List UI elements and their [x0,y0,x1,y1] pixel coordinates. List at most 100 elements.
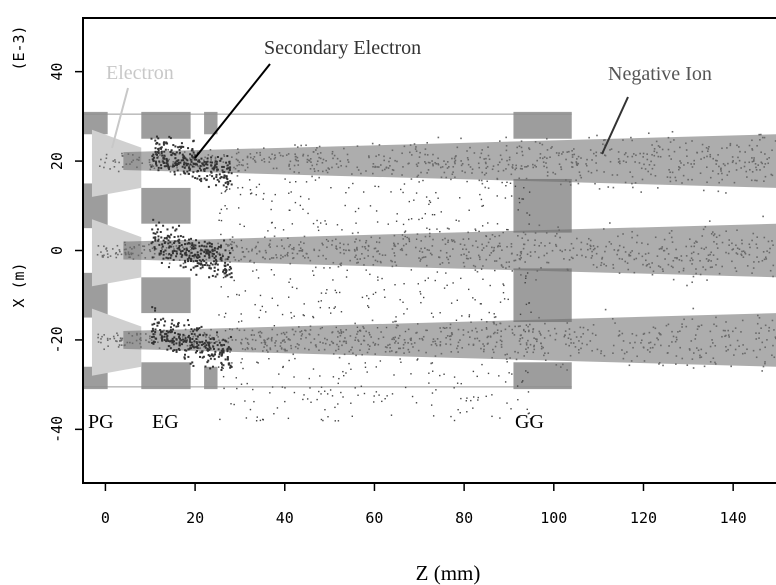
secondary-electron-particle [174,250,176,252]
ion-particle [180,174,182,176]
secondary-electron-particle [227,167,229,169]
eg-electrode [141,188,190,224]
secondary-electron-particle [193,340,195,342]
secondary-electron-particle [189,243,191,245]
secondary-electron-particle [207,157,209,159]
stray-particle [505,381,506,382]
stray-particle [466,400,467,401]
ion-particle [99,165,101,167]
secondary-electron-particle [186,340,188,342]
secondary-electron-particle [200,267,202,269]
stray-particle [277,305,278,306]
secondary-electron-particle [199,165,201,167]
stray-particle [239,294,240,295]
secondary-electron-particle [194,328,196,330]
ion-particle [118,346,120,348]
secondary-electron-particle [214,358,216,360]
stray-particle [428,277,429,278]
stray-particle [426,228,427,229]
secondary-electron-particle [215,262,217,264]
secondary-electron-particle [181,146,183,148]
stray-particle [403,313,404,314]
stray-particle [457,409,458,410]
stray-particle [451,302,452,303]
secondary-electron-particle [201,245,203,247]
ion-particle [494,316,496,318]
stray-particle [256,186,257,187]
stray-particle [519,198,520,199]
stray-particle [230,277,231,278]
stray-particle [260,420,261,421]
secondary-electron-particle [214,342,216,344]
stray-particle [240,362,241,363]
secondary-electron-particle [202,266,204,268]
gg-electrode [513,112,571,139]
stray-particle [221,220,222,221]
secondary-electron-particle [173,165,175,167]
stray-particle [250,189,251,190]
secondary-electron-particle [194,245,196,247]
ion-particle [284,178,286,180]
secondary-electron-particle [215,255,217,257]
secondary-electron-particle [195,352,197,354]
stray-particle [270,209,271,210]
secondary-electron-particle [178,337,180,339]
secondary-electron-particle [208,256,210,258]
stray-particle [303,314,304,315]
ion-particle [116,341,118,343]
ion-particle [447,228,449,230]
secondary-electron-particle [200,158,202,160]
secondary-electron-particle [222,169,224,171]
secondary-electron-particle [211,162,213,164]
stray-particle [318,391,319,392]
secondary-electron-particle [223,344,225,346]
stray-particle [428,373,429,374]
stray-particle [242,368,243,369]
stray-particle [249,179,250,180]
stray-particle [520,314,521,315]
stray-particle [352,416,353,417]
stray-particle [244,226,245,227]
secondary-electron-particle [184,167,186,169]
secondary-electron-particle [188,167,190,169]
secondary-electron-particle [158,321,160,323]
stray-particle [426,196,427,197]
secondary-electron-particle [178,239,180,241]
secondary-electron-particle [225,270,227,272]
stray-particle [524,282,525,283]
ion-particle [479,180,481,182]
stray-particle [352,183,353,184]
secondary-electron-particle [174,157,176,159]
secondary-electron-particle [164,241,166,243]
ion-particle [352,233,354,235]
secondary-electron-particle [157,137,159,139]
stray-particle [277,407,278,408]
ion-particle [117,335,119,337]
secondary-electron-particle [229,266,231,268]
stray-particle [294,316,295,317]
secondary-electron-particle [154,318,156,320]
stray-particle [219,419,220,420]
ion-particle [418,181,420,183]
ion-particle [114,166,116,168]
stray-particle [450,416,451,417]
stray-particle [288,360,289,361]
secondary-electron-particle [204,264,206,266]
secondary-electron-particle [195,163,197,165]
stray-particle [500,301,501,302]
secondary-electron-particle [220,176,222,178]
ion-particle [97,337,99,339]
stray-particle [313,223,314,224]
secondary-electron-particle [172,328,174,330]
stray-particle [309,378,310,379]
ion-particle [438,137,440,139]
ion-particle [102,256,104,258]
stray-particle [510,183,511,184]
secondary-electron-particle [179,245,181,247]
ion-particle [520,274,522,276]
stray-particle [342,371,343,372]
secondary-electron-particle [225,162,227,164]
stray-particle [384,398,385,399]
secondary-electron-particle [187,163,189,165]
stray-particle [250,409,251,410]
